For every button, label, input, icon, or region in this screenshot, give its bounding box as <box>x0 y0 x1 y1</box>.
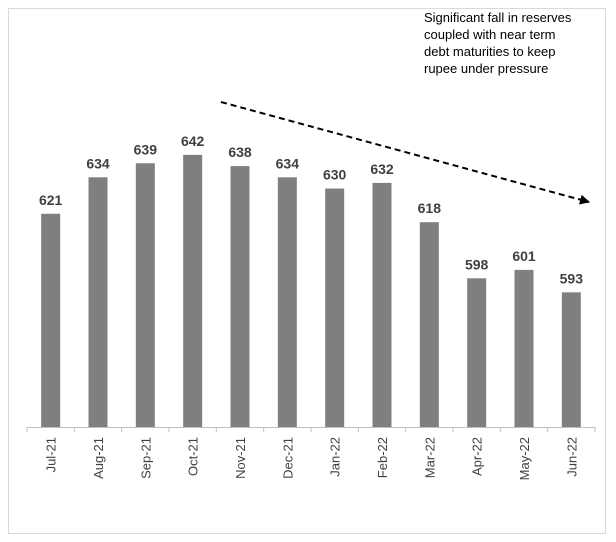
bar-aug-21 <box>88 177 108 427</box>
x-tick-label: Jun-22 <box>564 437 579 477</box>
bar-jan-22 <box>325 188 345 427</box>
x-tick-labels-group: Jul-21 Aug-21 Sep-21 Oct-21 Nov-21 Dec-21 Jan-… <box>44 437 580 480</box>
x-tick-label: Jul-21 <box>44 437 59 472</box>
value-label: 601 <box>512 248 536 264</box>
x-tick-label: May-22 <box>517 437 532 480</box>
value-label: 642 <box>181 133 205 149</box>
annotation-line-2: coupled with near term <box>424 27 556 42</box>
bar-may-22 <box>514 269 534 427</box>
value-label: 638 <box>228 144 252 160</box>
x-tick-label: Jan-22 <box>328 437 343 477</box>
x-tick-label: Sep-21 <box>138 437 153 479</box>
annotation-text: Significant fall in reserves coupled wit… <box>424 9 604 77</box>
bar-dec-21 <box>277 177 297 427</box>
value-label: 632 <box>370 161 394 177</box>
x-tick-label: Dec-21 <box>280 437 295 479</box>
x-tick-label: Mar-22 <box>422 437 437 478</box>
value-labels-group: 621 634 639 642 638 634 630 632 618 598 601 593 <box>39 133 583 286</box>
value-label: 618 <box>418 200 442 216</box>
x-tick-label: Nov-21 <box>233 437 248 479</box>
bar-jul-21 <box>41 213 61 427</box>
x-tick-label: Apr-22 <box>470 437 485 476</box>
value-label: 630 <box>323 167 347 183</box>
value-label: 639 <box>134 141 158 157</box>
value-label: 634 <box>86 155 110 171</box>
value-label: 593 <box>560 270 584 286</box>
bar-jun-22 <box>561 292 581 427</box>
value-label: 634 <box>276 155 300 171</box>
bar-oct-21 <box>183 154 203 427</box>
x-tick-label: Feb-22 <box>375 437 390 478</box>
trend-arrow <box>220 101 590 205</box>
bar-apr-22 <box>467 278 487 427</box>
chart-frame <box>8 8 606 534</box>
annotation-line-1: Significant fall in reserves <box>424 10 572 25</box>
bar-mar-22 <box>419 222 439 427</box>
bar-sep-21 <box>135 163 155 427</box>
x-tick-label: Aug-21 <box>91 437 106 479</box>
x-tick-label: Oct-21 <box>186 437 201 476</box>
value-label: 598 <box>465 256 489 272</box>
bar-feb-22 <box>372 182 392 427</box>
bars-group <box>41 154 581 428</box>
annotation-line-3: debt maturities to keep <box>424 44 556 59</box>
annotation-line-4: rupee under pressure <box>424 61 549 76</box>
x-tick-marks-group <box>26 427 596 432</box>
bar-nov-21 <box>230 166 250 428</box>
value-label: 621 <box>39 192 63 208</box>
